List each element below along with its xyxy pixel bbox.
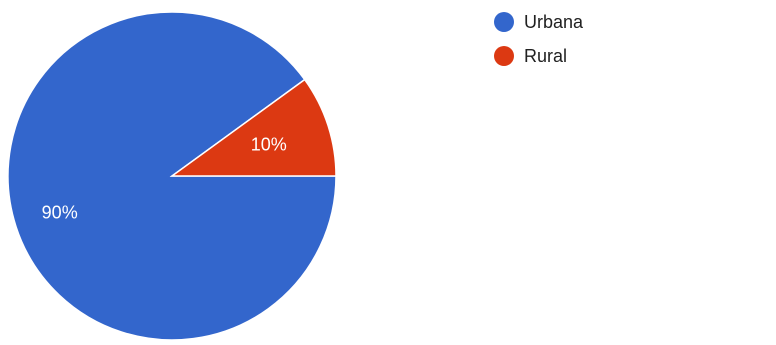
legend-swatch-rural <box>494 46 514 66</box>
pie-slice-labels: 90% 10% <box>42 135 287 223</box>
legend: Urbana Rural <box>494 11 583 67</box>
legend-label-rural: Rural <box>524 45 568 66</box>
legend-swatch-urbana <box>494 12 514 32</box>
pie-slices <box>7 11 337 341</box>
pie-slice-label-rural: 10% <box>251 135 287 155</box>
legend-item-urbana[interactable]: Urbana <box>494 11 583 33</box>
legend-item-rural[interactable]: Rural <box>494 45 583 67</box>
pie-slice-rural[interactable] <box>169 78 337 177</box>
legend-label-urbana: Urbana <box>524 11 584 32</box>
pie-slice-label-urbana: 90% <box>42 202 78 222</box>
